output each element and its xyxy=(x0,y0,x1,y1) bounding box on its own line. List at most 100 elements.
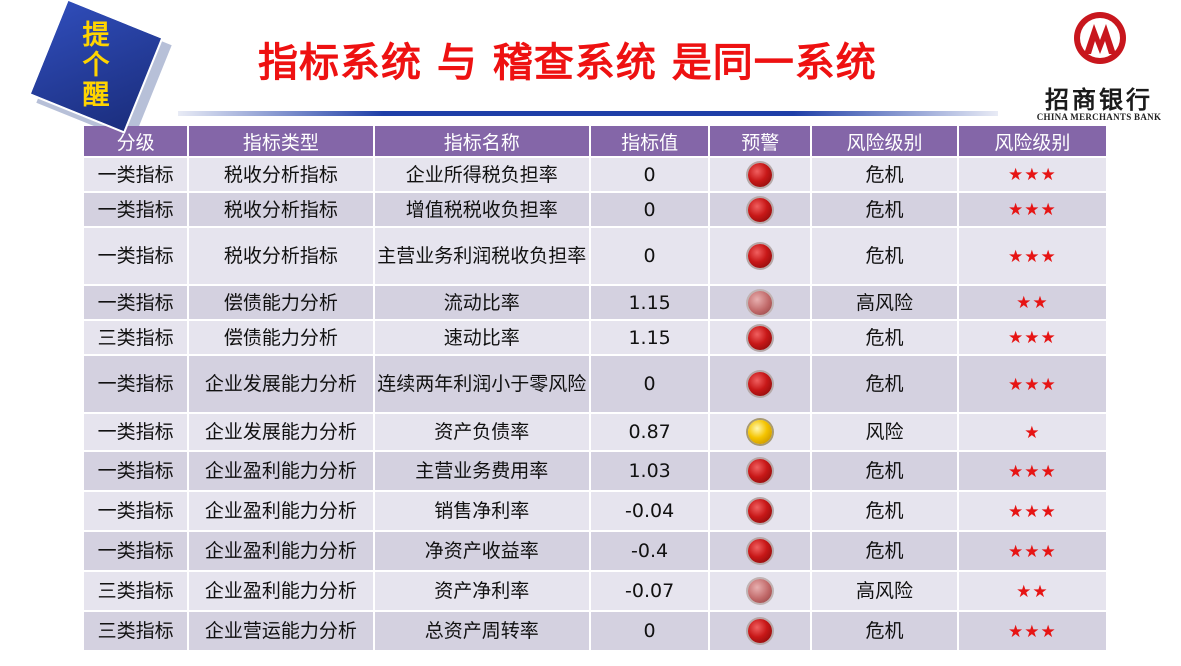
risk-cell: 危机 xyxy=(812,193,957,226)
type-cell: 企业盈利能力分析 xyxy=(189,492,373,530)
stars-cell: ★★★ xyxy=(958,532,1106,570)
header-risk-stars: 风险级别 xyxy=(958,126,1106,156)
name-cell: 总资产周转率 xyxy=(374,612,589,650)
table-row: 一类指标 企业盈利能力分析 主营业务费用率 1.03 危机 ★★★ xyxy=(84,452,1106,490)
table-row: 一类指标 企业发展能力分析 连续两年利润小于零风险 0 危机 ★★★ xyxy=(84,356,1106,412)
value-cell: 0 xyxy=(590,228,709,284)
risk-stars: ★★★ xyxy=(1007,246,1057,267)
risk-stars: ★★★ xyxy=(1007,541,1057,562)
risk-stars: ★★★ xyxy=(1007,501,1057,522)
risk-cell: 危机 xyxy=(812,532,957,570)
value-cell: 0 xyxy=(590,158,709,191)
table-row: 一类指标 税收分析指标 主营业务利润税收负担率 0 危机 ★★★ xyxy=(84,228,1106,284)
warning-light-red-icon xyxy=(748,162,773,187)
risk-cell: 危机 xyxy=(812,452,957,490)
bank-logo: 招商银行 CHINA MERCHANTS BANK xyxy=(1024,4,1174,124)
level-cell: 三类指标 xyxy=(84,321,188,354)
warning-light-red-icon xyxy=(748,372,773,396)
warning-light-red-icon xyxy=(748,459,773,483)
stars-cell: ★★★ xyxy=(958,612,1106,650)
stars-cell: ★★★ xyxy=(958,492,1106,530)
type-cell: 企业营运能力分析 xyxy=(189,612,373,650)
table-header-row: 分级 指标类型 指标名称 指标值 预警 风险级别 风险级别 xyxy=(84,126,1106,156)
level-cell: 三类指标 xyxy=(84,572,188,610)
level-cell: 一类指标 xyxy=(84,356,188,412)
level-cell: 一类指标 xyxy=(84,452,188,490)
warning-cell xyxy=(710,286,811,319)
warning-cell xyxy=(710,414,811,450)
type-cell: 偿债能力分析 xyxy=(189,286,373,319)
risk-stars: ★★★ xyxy=(1007,461,1057,482)
name-cell: 销售净利率 xyxy=(374,492,589,530)
risk-stars: ★★★ xyxy=(1007,621,1057,642)
type-cell: 税收分析指标 xyxy=(189,193,373,226)
risk-cell: 危机 xyxy=(812,612,957,650)
risk-stars: ★ xyxy=(1024,422,1041,443)
warning-light-pink-icon xyxy=(748,290,773,315)
level-cell: 一类指标 xyxy=(84,193,188,226)
table-row: 三类指标 企业盈利能力分析 资产净利率 -0.07 高风险 ★★ xyxy=(84,572,1106,610)
name-cell: 增值税税收负担率 xyxy=(374,193,589,226)
warning-light-red-icon xyxy=(748,499,773,523)
table-row: 一类指标 企业发展能力分析 资产负债率 0.87 风险 ★ xyxy=(84,414,1106,450)
value-cell: 0 xyxy=(590,356,709,412)
risk-cell: 高风险 xyxy=(812,572,957,610)
name-cell: 净资产收益率 xyxy=(374,532,589,570)
title-underline xyxy=(178,111,998,116)
table-row: 三类指标 偿债能力分析 速动比率 1.15 危机 ★★★ xyxy=(84,321,1106,354)
table-row: 一类指标 税收分析指标 企业所得税负担率 0 危机 ★★★ xyxy=(84,158,1106,191)
stars-cell: ★★★ xyxy=(958,228,1106,284)
level-cell: 一类指标 xyxy=(84,414,188,450)
header-value: 指标值 xyxy=(590,126,709,156)
cmb-logo-icon xyxy=(1074,12,1126,64)
risk-cell: 危机 xyxy=(812,228,957,284)
value-cell: 1.03 xyxy=(590,452,709,490)
header-warning: 预警 xyxy=(710,126,811,156)
bank-name-english: CHINA MERCHANTS BANK xyxy=(1036,112,1162,122)
level-cell: 三类指标 xyxy=(84,612,188,650)
value-cell: -0.07 xyxy=(590,572,709,610)
warning-cell xyxy=(710,158,811,191)
warning-light-red-icon xyxy=(748,244,773,268)
type-cell: 企业发展能力分析 xyxy=(189,356,373,412)
name-cell: 主营业务利润税收负担率 xyxy=(374,228,589,284)
warning-light-red-icon xyxy=(748,619,773,643)
risk-stars: ★★★ xyxy=(1007,328,1057,348)
risk-stars: ★★★ xyxy=(1007,200,1057,220)
warning-cell xyxy=(710,452,811,490)
table-row: 一类指标 偿债能力分析 流动比率 1.15 高风险 ★★ xyxy=(84,286,1106,319)
stars-cell: ★★ xyxy=(958,572,1106,610)
warning-cell xyxy=(710,492,811,530)
warning-cell xyxy=(710,532,811,570)
type-cell: 税收分析指标 xyxy=(189,158,373,191)
level-cell: 一类指标 xyxy=(84,532,188,570)
value-cell: 0 xyxy=(590,612,709,650)
name-cell: 企业所得税负担率 xyxy=(374,158,589,191)
risk-cell: 危机 xyxy=(812,158,957,191)
header-risk-level: 风险级别 xyxy=(812,126,957,156)
risk-cell: 高风险 xyxy=(812,286,957,319)
stars-cell: ★★★ xyxy=(958,158,1106,191)
warning-cell xyxy=(710,356,811,412)
bank-name: 招商银行 xyxy=(1045,85,1153,114)
warning-cell xyxy=(710,572,811,610)
value-cell: -0.04 xyxy=(590,492,709,530)
stars-cell: ★ xyxy=(958,414,1106,450)
level-cell: 一类指标 xyxy=(84,286,188,319)
risk-stars: ★★ xyxy=(1016,581,1049,602)
risk-cell: 危机 xyxy=(812,321,957,354)
warning-cell xyxy=(710,228,811,284)
header-type: 指标类型 xyxy=(189,126,373,156)
table-row: 一类指标 企业盈利能力分析 净资产收益率 -0.4 危机 ★★★ xyxy=(84,532,1106,570)
stars-cell: ★★ xyxy=(958,286,1106,319)
name-cell: 主营业务费用率 xyxy=(374,452,589,490)
type-cell: 偿债能力分析 xyxy=(189,321,373,354)
level-cell: 一类指标 xyxy=(84,492,188,530)
risk-cell: 风险 xyxy=(812,414,957,450)
table-row: 一类指标 税收分析指标 增值税税收负担率 0 危机 ★★★ xyxy=(84,193,1106,226)
type-cell: 企业发展能力分析 xyxy=(189,414,373,450)
value-cell: 1.15 xyxy=(590,286,709,319)
table-row: 三类指标 企业营运能力分析 总资产周转率 0 危机 ★★★ xyxy=(84,612,1106,650)
header-level: 分级 xyxy=(84,126,188,156)
name-cell: 流动比率 xyxy=(374,286,589,319)
